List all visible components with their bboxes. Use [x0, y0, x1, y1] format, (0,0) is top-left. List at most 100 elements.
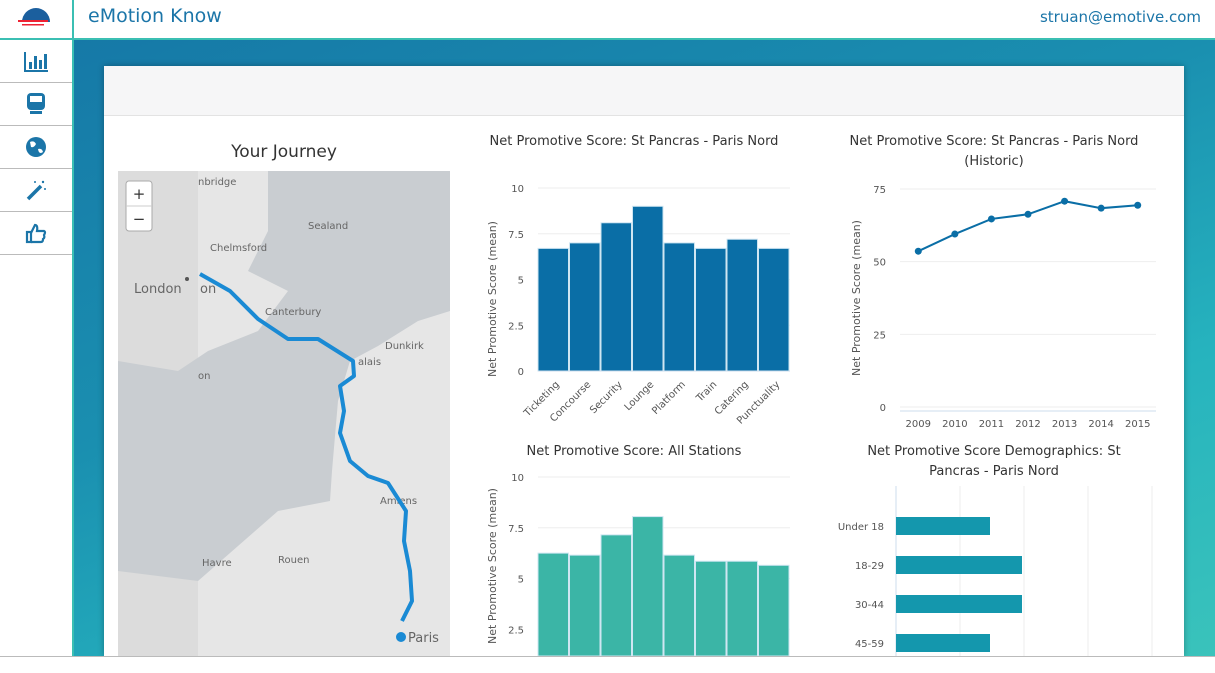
chart-nps-demographics: Under 18 18-29 30-44 45-59	[838, 486, 1153, 656]
x-tick-label: Platform	[650, 379, 688, 417]
app-title: eMotion Know	[88, 5, 222, 27]
chart-nps-historic: 0 25 50 75 Net Promotive Score (mean) 2009 201…	[850, 185, 1156, 430]
map-label: Sealand	[308, 221, 348, 232]
sidebar-item-train[interactable]	[0, 83, 72, 126]
y-tick-label: 0	[518, 367, 524, 378]
map-label: on	[200, 282, 216, 297]
y-tick-label: 5	[518, 575, 524, 586]
y-tick-label: 2.5	[508, 321, 524, 332]
y-tick-label: 7.5	[508, 524, 524, 535]
map-label: Paris	[408, 631, 439, 646]
chart-title: Net Promotive Score: St Pancras - Paris …	[849, 134, 1139, 169]
x-tick-label: 2015	[1125, 419, 1150, 430]
journey-map[interactable]: nbridge Sealand Chelmsford London on Can…	[118, 171, 450, 656]
chart-title: Net Promotive Score Demographics: St Pan…	[867, 444, 1121, 479]
bar	[632, 516, 664, 656]
map-label: Canterbury	[265, 307, 321, 318]
y-tick-label: 45-59	[855, 639, 884, 650]
bar	[663, 242, 695, 372]
user-email[interactable]: struan@emotive.com	[1039, 8, 1201, 26]
bar	[695, 560, 727, 656]
y-tick-label: 7.5	[508, 230, 524, 241]
series-line	[917, 200, 1138, 253]
bar	[569, 242, 601, 372]
train-icon	[27, 93, 45, 114]
data-point	[1097, 204, 1105, 212]
y-tick-label: 30-44	[855, 600, 884, 611]
destination-marker	[396, 632, 406, 642]
magic-wand-icon	[26, 180, 46, 201]
bar	[896, 634, 990, 652]
x-tick-label: 2012	[1015, 419, 1040, 430]
y-tick-label: 10	[511, 184, 524, 195]
bar	[569, 554, 601, 656]
bar	[537, 552, 569, 656]
bar	[695, 247, 727, 372]
bar	[758, 247, 790, 372]
data-point	[1061, 197, 1069, 205]
bar	[663, 554, 695, 656]
thumbs-up-icon	[25, 223, 47, 244]
panel-header	[104, 66, 1184, 116]
x-tick-label: 2014	[1088, 419, 1113, 430]
x-tick-label: 2013	[1052, 419, 1077, 430]
y-axis-label: Net Promotive Score (mean)	[486, 221, 499, 377]
bar	[632, 205, 664, 372]
sidebar-item-feedback[interactable]	[0, 212, 72, 255]
zoom-in-button[interactable]: +	[133, 185, 146, 203]
y-tick-label: 25	[873, 330, 886, 341]
chart-title: Net Promotive Score: St Pancras - Paris …	[489, 134, 779, 149]
bar	[726, 238, 758, 372]
bar	[537, 247, 569, 372]
y-tick-label: 18-29	[855, 561, 884, 572]
bar	[600, 222, 632, 372]
data-point	[951, 230, 959, 238]
route-line	[199, 272, 414, 622]
chart-nps-all-stations: 2.5 5 7.5 10 Net Promotive Score (mean)	[486, 473, 790, 656]
bar	[758, 564, 790, 656]
y-tick-label: 2.5	[508, 625, 524, 636]
zoom-out-button[interactable]: −	[133, 210, 146, 228]
chart-title: Net Promotive Score: All Stations	[526, 444, 742, 459]
map-label: on	[198, 371, 210, 382]
bar	[600, 534, 632, 656]
footer	[0, 656, 1215, 673]
logo[interactable]	[0, 0, 74, 40]
bar	[896, 556, 1022, 574]
zoom-control: + −	[125, 180, 153, 232]
data-point	[987, 215, 995, 223]
x-tick-label: 2010	[942, 419, 967, 430]
y-tick-label: 10	[511, 473, 524, 484]
map-title: Your Journey	[231, 142, 337, 162]
bar	[896, 595, 1022, 613]
y-tick-label: 0	[880, 403, 886, 414]
y-tick-label: 5	[518, 276, 524, 287]
y-axis-label: Net Promotive Score (mean)	[486, 488, 499, 644]
x-tick-label: 2011	[979, 419, 1004, 430]
bar	[726, 560, 758, 656]
map-label: Chelmsford	[210, 243, 267, 254]
map-label: Rouen	[278, 555, 309, 566]
globe-icon	[26, 137, 46, 157]
map-label: Dunkirk	[385, 341, 424, 352]
data-point	[914, 247, 922, 255]
map-label: Havre	[202, 558, 232, 569]
x-tick-label: 2009	[906, 419, 931, 430]
x-tick-label: Train	[694, 379, 719, 404]
map-label: alais	[358, 357, 381, 368]
data-point	[1134, 201, 1142, 209]
bar	[896, 517, 990, 535]
sidebar-item-magic[interactable]	[0, 169, 72, 212]
sidebar-item-charts[interactable]	[0, 40, 72, 83]
dashboard-panel: Your Journey nbridge Sealand Chelmsford …	[104, 66, 1184, 656]
y-tick-label: 75	[873, 185, 886, 196]
sidebar-item-globe[interactable]	[0, 126, 72, 169]
sidebar	[0, 40, 74, 656]
y-tick-label: 50	[873, 258, 886, 269]
data-point	[1024, 210, 1032, 218]
map-label: nbridge	[198, 177, 236, 188]
bar-chart-icon	[24, 52, 48, 72]
top-bar: eMotion Know struan@emotive.com	[0, 0, 1215, 40]
y-axis-label: Net Promotive Score (mean)	[850, 220, 863, 376]
